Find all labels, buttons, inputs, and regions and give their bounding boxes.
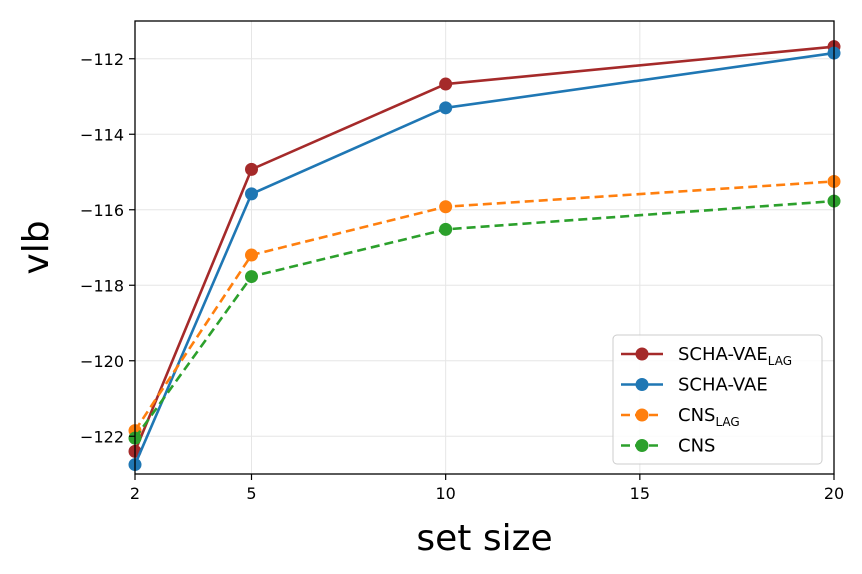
x-axis: 2 5 10 15 20 — [130, 474, 844, 503]
data-point — [439, 77, 453, 91]
legend-marker — [635, 408, 649, 422]
plot-frame — [134, 20, 835, 475]
data-point — [245, 270, 258, 284]
y-tick-label: −120 — [80, 352, 124, 371]
y-tick-label: −114 — [80, 125, 124, 144]
legend-marker — [635, 378, 649, 391]
x-tick-label: 5 — [246, 484, 256, 503]
data-point — [245, 248, 258, 262]
legend-item: SCHA-VAELAG — [621, 344, 792, 368]
legend-marker — [635, 347, 649, 361]
x-axis-label: set size — [416, 518, 552, 559]
legend-label: CNS — [678, 436, 715, 457]
series-line — [133, 180, 835, 432]
data-point — [439, 222, 453, 236]
data-point — [439, 200, 453, 214]
series-layer — [128, 40, 841, 472]
data-point — [245, 187, 258, 201]
y-tick-label: −116 — [80, 201, 124, 220]
legend-item: CNS — [621, 436, 715, 457]
y-axis-label: vlb — [16, 220, 57, 274]
data-point — [439, 101, 453, 115]
y-axis: −122 −120 −118 −116 −114 −112 — [80, 50, 135, 446]
series-line — [133, 51, 835, 466]
series-1 — [128, 46, 841, 472]
data-point — [245, 162, 258, 176]
y-tick-label: −122 — [80, 427, 124, 446]
x-tick-label: 10 — [435, 484, 455, 503]
x-tick-label: 2 — [130, 484, 140, 503]
x-tick-label: 15 — [630, 484, 650, 503]
legend-marker — [635, 439, 649, 452]
series-line — [133, 45, 835, 452]
legend-label: SCHA-VAELAG — [678, 344, 792, 368]
y-tick-label: −112 — [80, 50, 124, 69]
y-tick-label: −118 — [80, 276, 124, 295]
legend-item: SCHA-VAE — [621, 375, 768, 396]
legend-box — [612, 334, 823, 465]
x-tick-label: 20 — [824, 484, 844, 503]
series-3 — [128, 194, 841, 445]
legend: SCHA-VAELAG SCHA-VAE CNSLAG CNS — [612, 334, 823, 465]
legend-item: CNSLAG — [621, 405, 740, 429]
legend-label: SCHA-VAE — [678, 375, 768, 396]
series-line — [133, 199, 835, 439]
legend-label: CNSLAG — [678, 405, 740, 429]
